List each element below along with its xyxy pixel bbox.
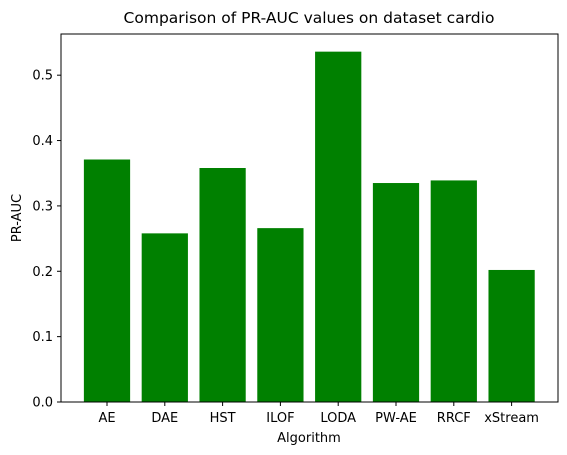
x-axis-ticks: AE DAE HST ILOF LODA PW-AE RRCF xStream [98, 402, 539, 426]
x-tick-label: LODA [320, 411, 356, 426]
bar-pw-ae [372, 183, 420, 402]
x-tick-label: ILOF [266, 411, 294, 426]
plot-frame [60, 33, 559, 403]
x-tick-label: AE [98, 411, 115, 426]
x-tick-label: HST [210, 411, 236, 426]
bar-xstream [488, 269, 535, 402]
bar-rrcf [430, 180, 477, 402]
bar-loda [315, 51, 362, 403]
bar-ilof [257, 228, 304, 402]
bars-group [83, 51, 535, 403]
x-tick-label: xStream [484, 411, 539, 426]
x-tick-label: RRCF [437, 411, 471, 426]
y-tick-label: 0.2 [32, 265, 53, 280]
bar-ae [83, 159, 131, 402]
chart-title: Comparison of PR-AUC values on dataset c… [124, 9, 495, 27]
bar-dae [141, 233, 188, 402]
y-tick-label: 0.4 [32, 134, 53, 149]
y-tick-label: 0.5 [32, 69, 53, 84]
y-tick-label: 0.1 [32, 330, 53, 345]
y-tick-label: 0.3 [32, 199, 53, 214]
bar-hst [199, 168, 246, 402]
y-tick-label: 0.0 [32, 396, 53, 411]
y-axis-ticks: 0.0 0.1 0.2 0.3 0.4 0.5 [32, 69, 61, 411]
x-tick-label: DAE [151, 411, 178, 426]
y-axis-label: PR-AUC [10, 194, 25, 242]
x-tick-label: PW-AE [375, 411, 417, 426]
x-axis-label: Algorithm [277, 431, 341, 446]
